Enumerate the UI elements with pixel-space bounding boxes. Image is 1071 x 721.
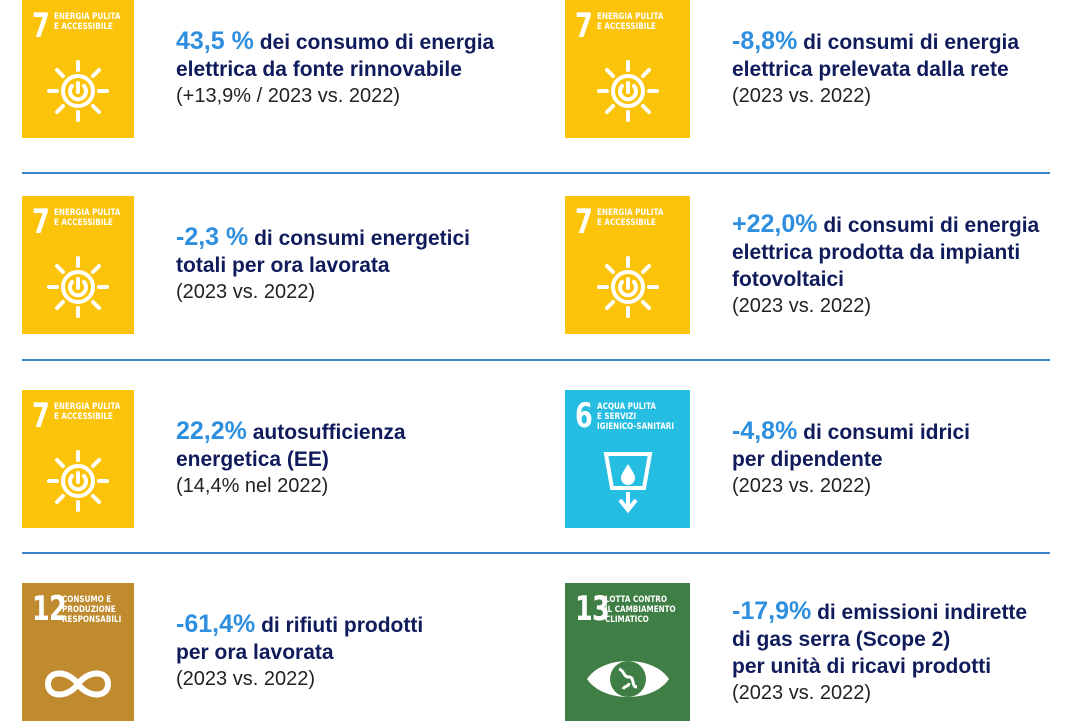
stat-line: fotovoltaici — [732, 267, 845, 291]
separator — [22, 552, 1050, 554]
stat-highlight: 43,5 % — [176, 27, 254, 55]
sdg-number: 12 — [32, 589, 67, 629]
sdg-icon: 7 ENERGIA PULITA E ACCESSIBILE — [22, 196, 134, 334]
stat-text: -17,9% di emissioni indirette di gas serr… — [732, 596, 1028, 707]
stat-highlight: -4,8% — [732, 417, 798, 445]
stat-line: dei consumo di energia — [259, 31, 495, 54]
stat-note: (14,4% nel 2022) — [176, 475, 329, 497]
stat-line: di rifiuti prodotti — [261, 614, 424, 637]
separator — [22, 359, 1050, 361]
sdg-label-line: PRODUZIONE — [62, 605, 116, 615]
stat-line: elettrica da fonte rinnovabile — [176, 58, 462, 81]
stat-item: 7 ENERGIA PULITA E ACCESSIBILE 22,2% autosu… — [22, 390, 406, 528]
sdg-label-line: IL CAMBIAMENTO — [605, 605, 676, 615]
sdg-number: 13 — [575, 589, 610, 629]
sdg-number: 7 — [32, 202, 50, 242]
separator — [22, 172, 1050, 174]
stat-highlight: -8,8% — [732, 27, 798, 55]
stat-text: 43,5 % dei consumo di energia elettrica d… — [176, 28, 494, 110]
stat-highlight: 22,2% — [176, 417, 247, 445]
stat-text: -8,8% di consumi di energia elettrica pre… — [732, 28, 1019, 110]
stat-highlight: -2,3 % — [176, 223, 249, 251]
sdg-label: ENERGIA PULITA E ACCESSIBILE — [54, 12, 120, 32]
sdg-number: 7 — [575, 6, 593, 46]
sdg-label-line: CLIMATICO — [605, 615, 649, 625]
stat-note: (2023 vs. 2022) — [176, 668, 315, 690]
stat-note: (2023 vs. 2022) — [732, 681, 871, 704]
sdg-label-line: IGIENICO-SANITARI — [597, 422, 675, 432]
sdg-label: ACQUA PULITA E SERVIZI IGIENICO-SANITARI — [597, 402, 674, 432]
stat-item: 7 ENERGIA PULITA E ACCESSIBILE -2,3 % di co… — [22, 196, 470, 334]
stat-item: 6 ACQUA PULITA E SERVIZI IGIENICO-SANITARI -… — [565, 390, 970, 528]
stat-line: elettrica prodotta da impianti — [732, 240, 1021, 264]
sdg-label-line: ENERGIA PULITA — [597, 208, 664, 218]
sdg-label-line: E ACCESSIBILE — [54, 22, 113, 32]
sdg-icon: 7 ENERGIA PULITA E ACCESSIBILE — [565, 0, 690, 138]
sdg-label-line: E ACCESSIBILE — [597, 22, 656, 32]
stat-item: 7 ENERGIA PULITA E ACCESSIBILE 43,5 % dei c… — [22, 0, 494, 138]
stat-line: di emissioni indirette — [817, 600, 1028, 624]
stat-line: per dipendente — [732, 448, 883, 471]
stat-line: elettrica prelevata dalla rete — [732, 58, 1009, 81]
stat-line: totali per ora lavorata — [176, 254, 390, 277]
sdg-icon: 7 ENERGIA PULITA E ACCESSIBILE — [22, 0, 134, 138]
stat-line: di consumi di energia — [803, 31, 1020, 54]
sdg-label-line: CONSUMO E — [62, 595, 112, 605]
sdg-label: LOTTA CONTRO IL CAMBIAMENTO CLIMATICO — [605, 595, 676, 625]
sdg-label-line: ACQUA PULITA — [597, 402, 656, 412]
sdg-number: 7 — [32, 396, 50, 436]
sdg-label-line: LOTTA CONTRO — [605, 595, 667, 605]
stat-text: 22,2% autosufficienza energetica (EE) (14,… — [176, 418, 406, 500]
sdg-label-line: ENERGIA PULITA — [597, 12, 664, 22]
stat-item: 12 CONSUMO E PRODUZIONE RESPONSABILI -61,4% … — [22, 583, 423, 721]
sdg-label-line: RESPONSABILI — [62, 615, 122, 625]
sdg-label-line: E ACCESSIBILE — [54, 218, 113, 228]
stat-line: energetica (EE) — [176, 448, 329, 471]
sdg-label: ENERGIA PULITA E ACCESSIBILE — [54, 402, 120, 422]
sdg-icon: 7 ENERGIA PULITA E ACCESSIBILE — [22, 390, 134, 528]
stat-line: di gas serra (Scope 2) — [732, 627, 951, 651]
sdg-label: ENERGIA PULITA E ACCESSIBILE — [54, 208, 120, 228]
sdg-label-line: E ACCESSIBILE — [597, 218, 656, 228]
stat-text: +22,0% di consumi di energia elettrica pr… — [732, 209, 1040, 320]
stat-line: di consumi idrici — [803, 421, 971, 444]
stat-note: (2023 vs. 2022) — [732, 294, 871, 317]
stat-text: -4,8% di consumi idrici per dipendente (20… — [732, 418, 970, 500]
sdg-number: 7 — [575, 202, 593, 242]
stat-text: -61,4% di rifiuti prodotti per ora lavora… — [176, 611, 423, 693]
stat-highlight: -17,9% — [732, 596, 812, 625]
sdg-label-line: E ACCESSIBILE — [54, 412, 113, 422]
stat-item: 7 ENERGIA PULITA E ACCESSIBILE -8,8% di con… — [565, 0, 1019, 138]
stat-note: (2023 vs. 2022) — [732, 475, 871, 497]
stat-item: 13 LOTTA CONTRO IL CAMBIAMENTO CLIMATICO -17… — [565, 583, 1027, 721]
stat-line: per unità di ricavi prodotti — [732, 654, 992, 678]
sdg-icon: 13 LOTTA CONTRO IL CAMBIAMENTO CLIMATICO — [565, 583, 690, 721]
sdg-icon: 7 ENERGIA PULITA E ACCESSIBILE — [565, 196, 690, 334]
stat-highlight: -61,4% — [176, 610, 256, 638]
sdg-number: 7 — [32, 6, 50, 46]
stat-note: (2023 vs. 2022) — [732, 85, 871, 107]
stat-note: (2023 vs. 2022) — [176, 281, 315, 303]
sdg-label-line: ENERGIA PULITA — [54, 12, 121, 22]
stat-line: di consumi di energia — [823, 213, 1040, 237]
stat-text: -2,3 % di consumi energetici totali per o… — [176, 224, 470, 306]
sdg-label: CONSUMO E PRODUZIONE RESPONSABILI — [62, 595, 121, 625]
stat-item: 7 ENERGIA PULITA E ACCESSIBILE +22,0% di co… — [565, 196, 1039, 334]
sdg-label-line: E SERVIZI — [597, 412, 637, 422]
stat-line: per ora lavorata — [176, 641, 334, 664]
sdg-icon: 12 CONSUMO E PRODUZIONE RESPONSABILI — [22, 583, 134, 721]
sdg-number: 6 — [575, 396, 593, 436]
sdg-label-line: ENERGIA PULITA — [54, 402, 121, 412]
sdg-icon: 6 ACQUA PULITA E SERVIZI IGIENICO-SANITARI — [565, 390, 690, 528]
sdg-label-line: ENERGIA PULITA — [54, 208, 121, 218]
sdg-label: ENERGIA PULITA E ACCESSIBILE — [597, 208, 663, 228]
stat-note: (+13,9% / 2023 vs. 2022) — [176, 85, 401, 107]
stat-line: di consumi energetici — [254, 227, 470, 250]
stat-highlight: +22,0% — [732, 209, 818, 238]
stat-line: autosufficienza — [252, 421, 406, 444]
sdg-label: ENERGIA PULITA E ACCESSIBILE — [597, 12, 663, 32]
